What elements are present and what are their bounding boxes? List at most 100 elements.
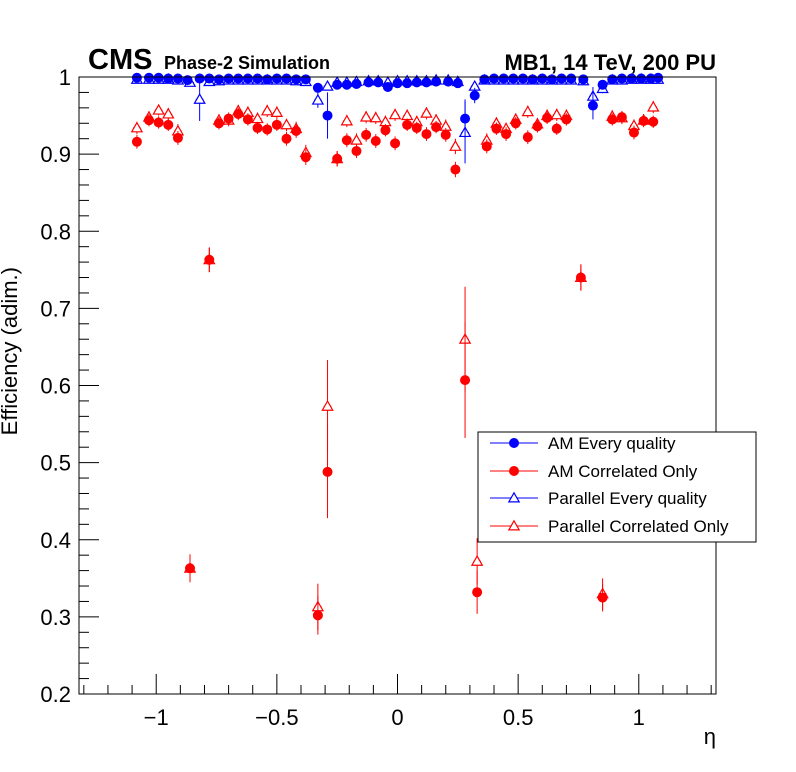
data-point xyxy=(469,90,480,101)
data-point xyxy=(532,121,543,132)
data-point xyxy=(163,73,174,84)
data-point xyxy=(607,74,618,85)
data-point xyxy=(443,76,454,87)
y-tick-label: 0.7 xyxy=(40,296,71,321)
x-tick-label: 1 xyxy=(633,705,645,730)
data-point xyxy=(262,74,273,85)
data-point xyxy=(481,141,492,152)
data-point xyxy=(281,133,292,144)
data-point xyxy=(587,100,598,111)
data-point xyxy=(450,164,461,175)
data-point xyxy=(390,138,401,149)
data-point xyxy=(542,112,553,123)
data-point xyxy=(370,136,381,147)
legend-marker xyxy=(508,465,519,476)
data-point xyxy=(213,118,224,129)
data-point xyxy=(508,73,519,84)
data-point xyxy=(597,79,608,90)
data-point xyxy=(152,103,165,115)
y-tick-label: 0.4 xyxy=(40,528,71,553)
legend-label: Parallel Correlated Only xyxy=(548,517,729,536)
legend-marker xyxy=(507,519,521,531)
data-point xyxy=(213,74,224,85)
data-point xyxy=(341,135,352,146)
data-point xyxy=(421,129,432,140)
data-point xyxy=(628,127,639,138)
data-point xyxy=(489,73,500,84)
data-point xyxy=(369,111,383,123)
data-point xyxy=(271,73,282,84)
data-point xyxy=(291,125,302,136)
legend-marker xyxy=(508,437,519,448)
y-axis-title: Efficiency (adim.) xyxy=(0,267,22,435)
data-point xyxy=(575,272,586,283)
data-point xyxy=(260,104,274,116)
y-tick-label: 1 xyxy=(59,65,71,90)
data-point xyxy=(321,399,334,411)
data-point xyxy=(421,77,432,88)
data-point xyxy=(361,129,372,140)
data-point xyxy=(550,108,563,120)
data-point xyxy=(271,119,282,130)
legend-box xyxy=(477,431,757,543)
data-point xyxy=(291,74,302,85)
data-point xyxy=(242,114,253,125)
y-tick-label: 0.3 xyxy=(40,605,71,630)
data-point xyxy=(359,110,373,122)
data-point xyxy=(351,78,362,89)
data-point xyxy=(521,105,535,117)
legend-entries: AM Every quality AM Correlated Only Parall… xyxy=(490,434,729,536)
data-point xyxy=(373,77,384,88)
data-marks xyxy=(130,72,665,635)
data-point xyxy=(517,73,528,84)
data-point xyxy=(380,125,391,136)
data-point xyxy=(638,115,649,126)
data-point xyxy=(153,117,164,128)
data-point xyxy=(153,72,164,83)
data-point xyxy=(431,76,442,87)
data-point xyxy=(510,118,521,129)
data-point xyxy=(223,73,234,84)
series-am-correlated-only xyxy=(131,107,659,635)
data-point xyxy=(204,73,215,84)
data-point xyxy=(341,79,352,90)
data-point xyxy=(163,119,174,130)
data-point xyxy=(636,73,647,84)
data-point xyxy=(501,129,512,140)
data-point xyxy=(460,113,471,124)
data-point xyxy=(470,554,484,566)
data-point xyxy=(252,73,263,84)
data-point xyxy=(392,78,403,89)
data-point xyxy=(411,77,422,88)
legend-label: AM Correlated Only xyxy=(548,462,698,481)
data-point xyxy=(626,73,637,84)
x-tick-label: 0 xyxy=(391,705,403,730)
data-point xyxy=(172,73,183,84)
data-point xyxy=(522,132,533,143)
data-point xyxy=(537,73,548,84)
data-point xyxy=(491,123,502,134)
data-point xyxy=(597,592,608,603)
data-point xyxy=(388,108,402,120)
y-tick-label: 0.8 xyxy=(40,219,71,244)
data-point xyxy=(322,110,333,121)
data-point xyxy=(440,129,451,140)
data-point xyxy=(332,153,343,164)
y-tick-label: 0.5 xyxy=(40,451,71,476)
data-point xyxy=(172,132,183,143)
data-point xyxy=(351,146,362,157)
data-point xyxy=(382,82,393,93)
data-point xyxy=(647,100,660,112)
data-point xyxy=(431,122,442,133)
data-point xyxy=(300,74,311,85)
data-point xyxy=(546,74,557,85)
data-point xyxy=(653,72,664,83)
data-point xyxy=(311,93,325,105)
conditions-label: MB1, 14 TeV, 200 PU xyxy=(504,50,716,75)
data-point xyxy=(233,109,244,120)
data-point xyxy=(280,118,293,130)
y-tick-label: 0.6 xyxy=(40,374,71,399)
data-point xyxy=(131,136,142,147)
